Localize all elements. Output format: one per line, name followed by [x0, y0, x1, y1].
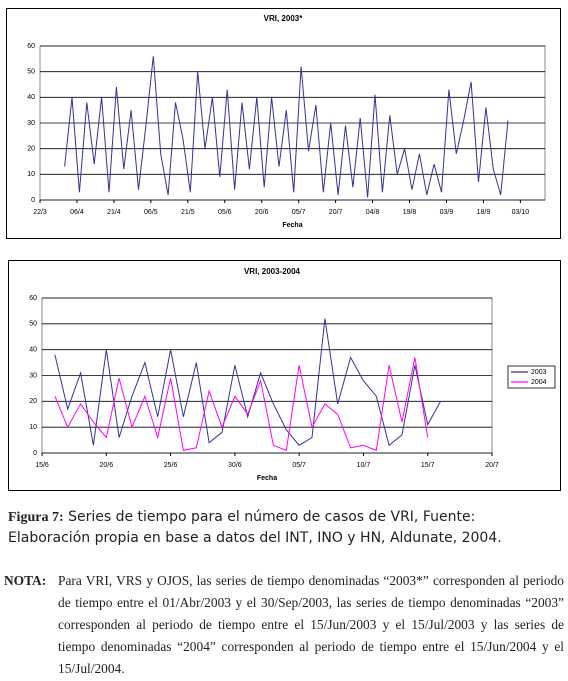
y-tick-label: 0 [33, 450, 37, 457]
caption-text: Series de tiempo para el número de casos… [8, 509, 502, 546]
charts: VRI, 2003* Fecha 0 10 20 30 40 50 60 22/3 06/4 21/4… [6, 8, 561, 491]
y-tick-label: 10 [27, 171, 35, 178]
y-tick-label: 60 [29, 295, 37, 302]
series-line [54, 357, 429, 452]
note-label: NOTA: [4, 573, 47, 588]
caption-label: Figura 7: [8, 510, 64, 525]
y-tick-label: 40 [27, 94, 35, 101]
y-tick-label: 30 [29, 372, 37, 379]
legend-label: 2003 [531, 369, 547, 376]
chart-title: VRI, 2003-2004 [244, 267, 301, 276]
x-tick-label: 03/9 [440, 209, 454, 216]
y-tick-label: 50 [29, 321, 37, 328]
x-tick-label: 22/3 [33, 209, 47, 216]
y-tick-label: 10 [29, 424, 37, 431]
x-axis-label: Fecha [282, 222, 302, 229]
series-line [64, 56, 509, 198]
y-tick-label: 20 [27, 146, 35, 153]
x-tick-label: 06/5 [144, 209, 158, 216]
x-tick-label: 19/8 [403, 209, 417, 216]
x-tick-label: 04/8 [366, 209, 380, 216]
note-text: Para VRI, VRS y OJOS, las series de tiem… [58, 573, 564, 676]
legend-label: 2004 [531, 379, 547, 386]
x-tick-label: 05/6 [218, 209, 232, 216]
x-tick-label: 20/7 [329, 209, 343, 216]
x-tick-label: 20/6 [99, 462, 113, 469]
x-tick-label: 15/7 [421, 462, 435, 469]
series-line [54, 318, 442, 447]
x-tick-label: 18/9 [477, 209, 491, 216]
y-tick-label: 50 [27, 69, 35, 76]
x-tick-label: 20/6 [255, 209, 269, 216]
x-tick-label: 06/4 [70, 209, 84, 216]
note: NOTA: Para VRI, VRS y OJOS, las series de… [4, 570, 564, 680]
y-tick-label: 60 [27, 43, 35, 50]
x-tick-label: 21/5 [181, 209, 195, 216]
y-tick-label: 40 [29, 347, 37, 354]
x-tick-label: 25/6 [164, 462, 178, 469]
caption: Figura 7: Series de tiempo para el númer… [8, 507, 556, 549]
chart-title: VRI, 2003* [264, 14, 304, 23]
x-tick-label: 10/7 [357, 462, 371, 469]
x-tick-label: 20/7 [485, 462, 499, 469]
y-tick-label: 20 [29, 398, 37, 405]
x-axis-label: Fecha [257, 475, 277, 482]
x-tick-label: 15/6 [35, 462, 49, 469]
y-tick-label: 30 [27, 120, 35, 127]
x-tick-label: 03/10 [512, 209, 530, 216]
x-tick-label: 05/7 [292, 462, 306, 469]
x-tick-label: 30/6 [228, 462, 242, 469]
y-tick-label: 0 [31, 197, 35, 204]
x-tick-label: 05/7 [292, 209, 306, 216]
x-tick-label: 21/4 [107, 209, 121, 216]
